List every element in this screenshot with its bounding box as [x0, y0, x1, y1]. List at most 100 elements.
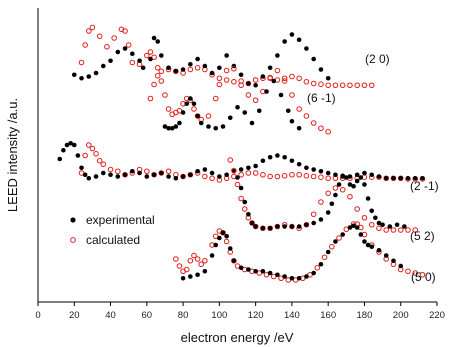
- calculated-point: [325, 128, 331, 135]
- experimental-point: [108, 172, 113, 178]
- calculated-point: [187, 171, 194, 178]
- experimental-point: [246, 211, 251, 217]
- calculated-point: [303, 78, 310, 85]
- calculated-point: [289, 171, 295, 178]
- calculated-point: [187, 257, 194, 264]
- experimental-point: [191, 101, 197, 107]
- calculated-point: [332, 185, 339, 191]
- experimental-point: [220, 124, 226, 129]
- calculated-point: [147, 95, 154, 102]
- experimental-point: [173, 124, 179, 129]
- experimental-point: [296, 224, 302, 229]
- calculated-point: [154, 72, 161, 79]
- calculated-point: [158, 78, 165, 84]
- experimental-point: [198, 120, 204, 126]
- experimental-point: [275, 53, 280, 58]
- x-tick-label: 40: [105, 310, 116, 321]
- calculated-point: [336, 235, 342, 241]
- calculated-point: [281, 173, 288, 179]
- legend-marker-calculated: [70, 237, 76, 243]
- experimental-point: [148, 56, 153, 62]
- experimental-point: [144, 174, 150, 179]
- calculated-point: [267, 74, 273, 81]
- calculated-point: [405, 268, 411, 275]
- calculated-point: [310, 120, 317, 126]
- experimental-point: [420, 175, 425, 181]
- x-tick-label: 180: [357, 310, 373, 321]
- x-tick-label: 20: [69, 310, 80, 321]
- calculated-point: [303, 173, 310, 179]
- experimental-point: [122, 172, 128, 178]
- experimental-point: [376, 247, 382, 253]
- experimental-point: [86, 74, 92, 79]
- x-tick-label: 80: [178, 310, 189, 321]
- experimental-point: [159, 170, 164, 176]
- experimental-point: [108, 58, 113, 64]
- experimental-point: [227, 115, 233, 121]
- experimental-point: [358, 232, 364, 237]
- experimental-point: [137, 170, 142, 176]
- calculated-point: [347, 193, 353, 200]
- calculated-point: [296, 75, 302, 82]
- calculated-point: [361, 82, 368, 89]
- experimental-point: [71, 142, 77, 148]
- experimental-point: [209, 70, 215, 76]
- calculated-point: [216, 75, 223, 82]
- experimental-point: [333, 192, 338, 198]
- experimental-point: [278, 92, 284, 98]
- experimental-point: [333, 239, 338, 244]
- experimental-point: [362, 170, 367, 176]
- experimental-point: [159, 53, 164, 58]
- calculated-point: [78, 59, 85, 66]
- calculated-point: [376, 225, 382, 232]
- experimental-point: [206, 124, 211, 129]
- calculated-point: [303, 113, 310, 119]
- legend-label-experimental: experimental: [86, 213, 155, 227]
- calculated-point: [194, 64, 201, 71]
- calculated-point: [249, 220, 255, 226]
- calculated-point: [252, 223, 259, 230]
- curve-2-0: [71, 24, 375, 89]
- experimental-point: [296, 161, 302, 167]
- x-tick-label: 220: [429, 310, 445, 321]
- calculated-point: [111, 35, 117, 41]
- calculated-point: [231, 78, 237, 85]
- legend-label-calculated: calculated: [86, 233, 140, 247]
- calculated-point: [187, 66, 194, 73]
- experimental-point: [195, 56, 200, 62]
- experimental-point: [347, 174, 353, 179]
- calculated-point: [191, 106, 197, 112]
- calculated-point: [354, 82, 361, 89]
- calculated-point: [100, 161, 107, 168]
- experimental-point: [177, 120, 182, 126]
- experimental-point: [246, 165, 251, 171]
- experimental-point: [260, 158, 266, 164]
- calculated-point: [122, 28, 128, 34]
- calculated-point: [281, 75, 288, 82]
- experimental-point: [173, 68, 179, 74]
- experimental-point: [213, 242, 219, 248]
- experimental-point: [304, 274, 309, 279]
- calculated-point: [82, 42, 88, 48]
- experimental-point: [394, 222, 400, 228]
- experimental-point: [71, 72, 77, 78]
- experimental-point: [289, 158, 295, 164]
- calculated-point: [252, 77, 259, 83]
- experimental-point: [333, 172, 338, 178]
- experimental-point: [311, 270, 316, 276]
- calculated-point: [151, 171, 157, 178]
- calculated-point: [162, 92, 168, 98]
- experimental-point: [362, 239, 367, 244]
- experimental-point: [383, 253, 389, 258]
- experimental-point: [238, 167, 244, 172]
- experimental-point: [260, 74, 266, 79]
- calculated-point: [223, 238, 230, 245]
- calculated-point: [412, 270, 419, 276]
- experimental-point: [195, 168, 200, 174]
- experimental-point: [224, 53, 229, 58]
- calculated-point: [274, 67, 281, 74]
- experimental-point: [238, 265, 244, 271]
- experimental-point: [373, 215, 378, 221]
- calculated-point: [231, 65, 237, 72]
